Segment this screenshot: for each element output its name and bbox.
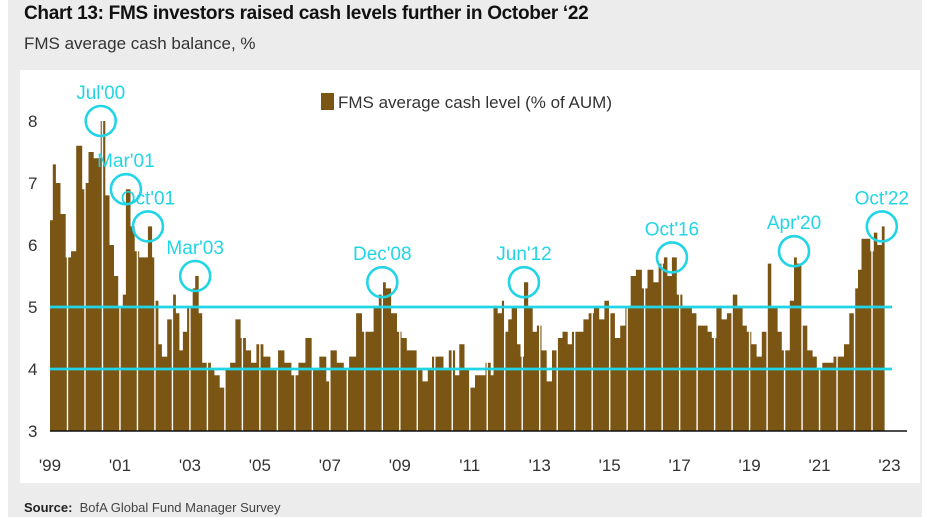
x-tick-label: '99 xyxy=(39,456,61,475)
annotation-ring xyxy=(109,172,143,206)
x-tick-label: '21 xyxy=(808,456,830,475)
annotation-ring xyxy=(507,265,541,299)
annotation-ring xyxy=(655,241,689,274)
y-tick-label: 7 xyxy=(28,174,37,193)
source-note: Source: BofA Global Fund Manager Survey xyxy=(24,500,281,515)
y-tick-label: 6 xyxy=(28,236,37,255)
x-tick-label: '17 xyxy=(669,456,691,475)
annotation-label: Mar'01 xyxy=(97,151,154,172)
x-tick-label: '09 xyxy=(389,456,411,475)
annotation-ring xyxy=(178,259,212,293)
x-tick-label: '23 xyxy=(878,456,900,475)
chart-panel: Chart 13: FMS investors raised cash leve… xyxy=(8,0,922,517)
annotation-label: Jul'00 xyxy=(76,83,125,104)
legend: FMS average cash level (% of AUM) xyxy=(321,93,612,112)
source-text: BofA Global Fund Manager Survey xyxy=(79,500,281,515)
x-tick-label: '15 xyxy=(599,456,621,475)
plot-area: 3 4 5 6 7 8 '99 '01 '03 '05 '07 '09 '11 '13 '15 '17 '19 '… xyxy=(20,70,920,483)
y-tick-label: 4 xyxy=(28,360,37,379)
annotation-label: Jun'12 xyxy=(496,244,551,265)
bars-group xyxy=(50,90,885,431)
annotations-group: Jul'00 Mar'01 Oct'01 Mar'03 Dec'08 Jun'12 Oct'… xyxy=(76,83,909,299)
chart-title: Chart 13: FMS investors raised cash leve… xyxy=(24,3,589,24)
legend-label: FMS average cash level (% of AUM) xyxy=(338,93,612,112)
chart-subtitle: FMS average cash balance, % xyxy=(24,34,256,53)
annotation-ring xyxy=(131,210,165,243)
x-tick-label: '03 xyxy=(179,456,201,475)
annotation-ring xyxy=(84,104,118,138)
chart-svg: 3 4 5 6 7 8 '99 '01 '03 '05 '07 '09 '11 '13 '15 '17 '19 '… xyxy=(28,83,909,475)
annotation-ring xyxy=(777,234,811,268)
annotation-label: Dec'08 xyxy=(353,244,412,265)
y-tick-label: 3 xyxy=(28,422,37,441)
x-tick-label: '07 xyxy=(319,456,341,475)
annotation-ring xyxy=(865,210,899,243)
series-bars-area xyxy=(50,121,885,431)
reference-lines xyxy=(50,305,892,371)
annotation-label: Mar'03 xyxy=(166,238,223,259)
annotation-ring xyxy=(366,265,399,299)
annotation-label: Oct'01 xyxy=(121,188,175,209)
y-tick-label: 8 xyxy=(28,112,37,131)
annotation-label: Apr'20 xyxy=(767,213,821,234)
y-tick-label: 5 xyxy=(28,298,37,317)
x-tick-label: '05 xyxy=(249,456,271,475)
x-tick-label: '11 xyxy=(459,456,480,475)
x-tick-label: '13 xyxy=(529,456,551,475)
x-tick-label: '01 xyxy=(109,456,131,475)
legend-swatch xyxy=(321,93,334,110)
axes-group: 3 4 5 6 7 8 '99 '01 '03 '05 '07 '09 '11 '13 '15 '17 '19 '… xyxy=(28,112,907,475)
x-tick-label: '19 xyxy=(739,456,761,475)
annotation-label: Oct'16 xyxy=(645,219,699,240)
source-label: Source: xyxy=(24,500,73,515)
annotation-label: Oct'22 xyxy=(855,188,909,209)
